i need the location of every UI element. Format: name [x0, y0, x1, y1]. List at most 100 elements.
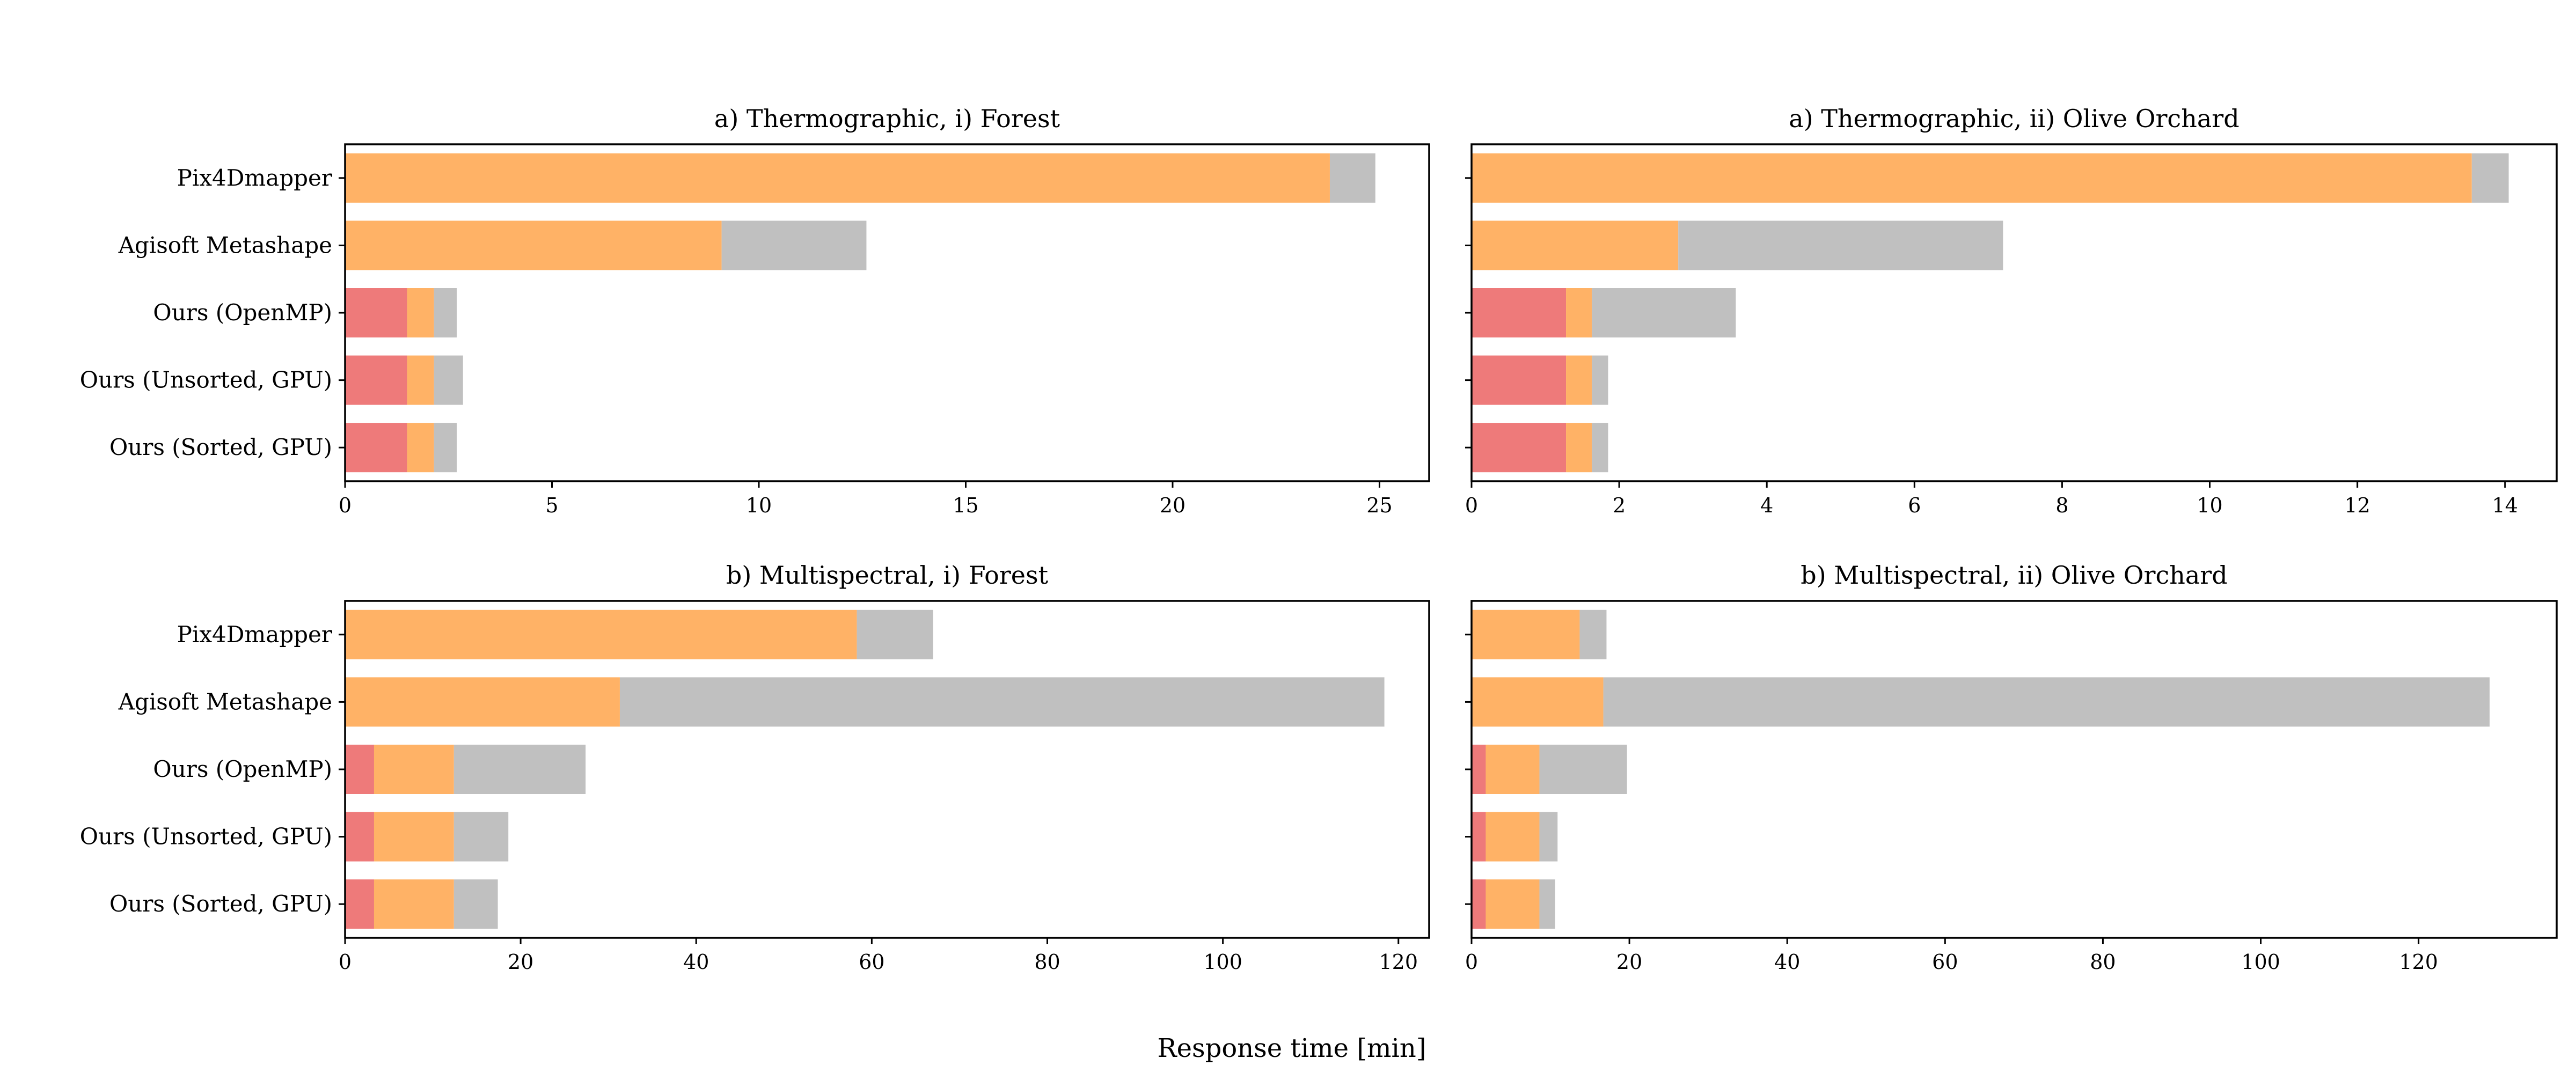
x-tick-label: 40 [1774, 950, 1800, 974]
bar-segment [345, 677, 620, 727]
bar-segment [434, 355, 463, 405]
category-label: Ours (Unsorted, GPU) [80, 367, 332, 393]
bar-segment [1472, 355, 1567, 405]
plot-frame [1470, 600, 2558, 939]
x-tick-label: 12 [2344, 494, 2370, 517]
bar-segment [407, 288, 434, 337]
bar-segment [1579, 609, 1607, 659]
bar-segment [434, 288, 457, 337]
category-label: Agisoft Metashape [118, 232, 332, 258]
x-tick-label: 2 [1613, 494, 1626, 517]
x-tick-label: 120 [2399, 950, 2438, 974]
x-tick-label: 8 [2055, 494, 2068, 517]
bar-segment [453, 879, 498, 929]
x-tick-label: 100 [1203, 950, 1242, 974]
category-label: Ours (OpenMP) [153, 756, 332, 782]
panel-title: b) Multispectral, i) Forest [726, 561, 1049, 590]
bar-segment [345, 812, 374, 862]
category-label: Pix4Dmapper [177, 621, 333, 648]
x-tick-label: 60 [1932, 950, 1958, 974]
bar-segment [1472, 745, 1486, 794]
x-tick-label: 120 [1379, 950, 1418, 974]
bar-segment [434, 423, 457, 473]
x-tick-label: 100 [2241, 950, 2280, 974]
category-label: Ours (Sorted, GPU) [109, 434, 332, 460]
panel-title: a) Thermographic, ii) Olive Orchard [1789, 104, 2239, 133]
x-tick-label: 20 [1616, 950, 1642, 974]
x-tick-label: 5 [545, 494, 558, 517]
x-tick-label: 6 [1908, 494, 1921, 517]
x-tick-label: 20 [1160, 494, 1185, 517]
x-tick-label: 0 [1465, 950, 1478, 974]
panel-title: b) Multispectral, ii) Olive Orchard [1801, 561, 2227, 590]
bar-segment [453, 745, 586, 794]
bar-segment [345, 288, 407, 337]
bar-segment [721, 221, 867, 270]
bar-segment [1539, 812, 1558, 862]
bar-segment [1678, 221, 2003, 270]
x-tick-label: 10 [2197, 494, 2222, 517]
bar-segment [1485, 879, 1540, 929]
bar-segment [1539, 745, 1627, 794]
category-label: Pix4Dmapper [177, 165, 333, 191]
bar-segment [345, 153, 1330, 203]
bar-segment [1539, 879, 1555, 929]
bar-segment [619, 677, 1385, 727]
x-tick-label: 4 [1760, 494, 1773, 517]
category-label: Ours (Unsorted, GPU) [80, 824, 332, 850]
chart-panel-1: Pix4Dmapper Agisoft Metashape Ours (OpenMP… [80, 104, 1430, 517]
x-tick-label: 0 [339, 950, 352, 974]
category-label: Agisoft Metashape [118, 688, 332, 715]
bar-segment [1329, 153, 1375, 203]
bar-segment [1472, 423, 1567, 473]
x-tick-label: 80 [1034, 950, 1060, 974]
bar-segment [1485, 812, 1540, 862]
chart-panel-3: Pix4Dmapper Agisoft Metashape Ours (OpenMP… [80, 561, 1430, 974]
bar-segment [374, 745, 454, 794]
bar-segment [1592, 423, 1608, 473]
panels: Pix4Dmapper Agisoft Metashape Ours (OpenMP… [80, 104, 2558, 974]
bar-segment [1472, 221, 1679, 270]
bar-segment [374, 879, 454, 929]
x-tick-label: 15 [953, 494, 978, 517]
x-tick-label: 80 [2090, 950, 2116, 974]
bar-segment [1472, 288, 1567, 337]
x-tick-label: 14 [2492, 494, 2518, 517]
category-label: Ours (OpenMP) [153, 299, 332, 326]
bar-segment [1592, 288, 1736, 337]
x-tick-label: 60 [859, 950, 884, 974]
bar-segment [1566, 355, 1592, 405]
bar-segment [857, 609, 933, 659]
bar-segment [1485, 745, 1540, 794]
bar-segment [345, 609, 857, 659]
plot-frame [1470, 143, 2558, 482]
bar-segment [2471, 153, 2509, 203]
bar-segment [1472, 609, 1580, 659]
bar-segment [374, 812, 454, 862]
chart-panel-2: 0 2 4 6 8 10 12 14 a) Thermographic, ii) Olive O… [1465, 104, 2558, 517]
bar-segment [345, 423, 407, 473]
bar-segment [1592, 355, 1608, 405]
chart-panel-4: 0 20 40 60 80 100 120 b) Multispectral, ii) Oli… [1465, 561, 2558, 974]
x-tick-label: 40 [683, 950, 709, 974]
bar-segment [1566, 423, 1592, 473]
x-tick-label: 10 [746, 494, 772, 517]
x-tick-label: 25 [1366, 494, 1392, 517]
bar-segment [1566, 288, 1592, 337]
bar-segment [1472, 677, 1604, 727]
x-tick-label: 0 [339, 494, 352, 517]
bar-segment [407, 355, 434, 405]
bar-segment [345, 355, 407, 405]
x-tick-label: 0 [1465, 494, 1478, 517]
x-axis-label: Response time [min] [1157, 1033, 1426, 1063]
bar-segment [1472, 879, 1486, 929]
category-label: Ours (Sorted, GPU) [109, 891, 332, 917]
bar-segment [1603, 677, 2490, 727]
bar-segment [453, 812, 509, 862]
bar-segment [345, 221, 722, 270]
bar-segment [407, 423, 434, 473]
panel-title: a) Thermographic, i) Forest [714, 104, 1060, 133]
plot-frame [344, 143, 1430, 482]
bar-segment [345, 879, 374, 929]
